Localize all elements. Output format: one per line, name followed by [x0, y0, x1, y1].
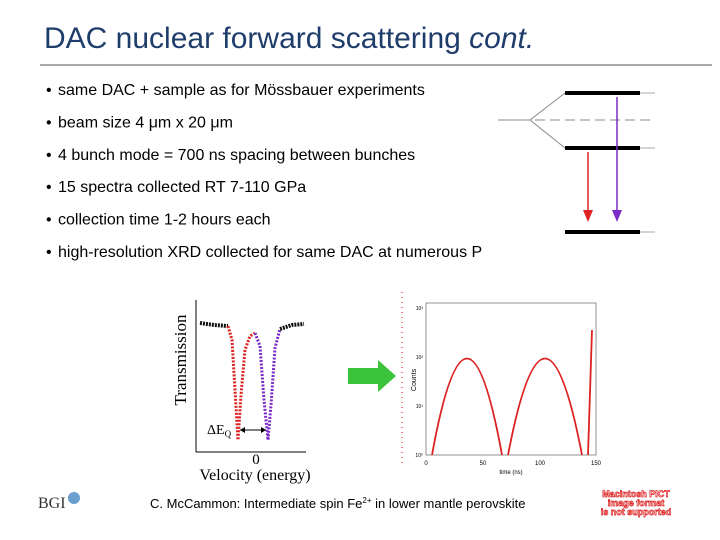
- bullet-symbol: •: [46, 212, 52, 229]
- pict-line: image format: [608, 498, 665, 508]
- y-tick-label: 10²: [416, 355, 424, 361]
- x-tick-label: 150: [591, 461, 602, 467]
- y-tick-label: 10⁰: [415, 453, 423, 459]
- citation-sup: 2+: [362, 496, 371, 505]
- split-line: [529, 92, 566, 121]
- bullet-symbol: •: [46, 114, 52, 131]
- splitting-label: ΔEQ: [207, 423, 232, 439]
- title-text: DAC nuclear forward scattering: [44, 22, 469, 55]
- bullet-list: • same DAC + sample as for Mössbauer expe…: [46, 82, 482, 261]
- title: DAC nuclear forward scattering cont.: [44, 22, 534, 55]
- arrow-head: [240, 427, 245, 433]
- nfs-plot: Counts time (ns) 0 50 100 150 10³ 10² 10¹ 10⁰: [401, 292, 602, 476]
- mossbauer-plot: ΔEQ Transmission 0 Velocity (energy): [171, 300, 311, 484]
- bullet-text: same DAC + sample as for Mössbauer exper…: [58, 82, 425, 99]
- x-tick-label: 0: [424, 461, 428, 467]
- spectrum: [199, 321, 229, 328]
- x-tick-label: 50: [480, 461, 487, 467]
- spectrum: [226, 325, 256, 441]
- bullet-text: beam size 4 μm x 20 μm: [58, 114, 233, 131]
- footer: BGI C. McCammon: Intermediate spin Fe2+ …: [38, 489, 672, 518]
- logo: BGI: [38, 495, 66, 512]
- nfs-spectrum: [431, 329, 593, 456]
- pict-line: is not supported: [601, 507, 672, 517]
- spectrum: [253, 328, 282, 441]
- arrow-head: [261, 427, 266, 433]
- spectrum: [279, 322, 305, 331]
- arrow-head: [583, 210, 593, 222]
- splitting-text: ΔE: [207, 423, 225, 438]
- y-tick-label: 10¹: [416, 404, 424, 410]
- citation: C. McCammon: Intermediate spin Fe2+ in l…: [150, 496, 525, 511]
- bullet-text: 15 spectra collected RT 7-110 GPa: [58, 179, 306, 196]
- bullet-text: high-resolution XRD collected for same D…: [58, 244, 482, 261]
- x-label: time (ns): [499, 470, 522, 476]
- bullet-symbol: •: [46, 147, 52, 164]
- x-label: Velocity (energy): [199, 467, 310, 484]
- split-line: [529, 119, 566, 149]
- logo-globe: [68, 492, 80, 504]
- bullet-symbol: •: [46, 82, 52, 99]
- y-tick-label: 10³: [416, 306, 424, 312]
- plot-frame: [425, 302, 597, 456]
- title-emphasis: cont.: [469, 22, 534, 55]
- zero-label: 0: [252, 452, 260, 468]
- splitting-sub: Q: [225, 429, 232, 439]
- y-label: Counts: [411, 368, 418, 391]
- bullet-symbol: •: [46, 179, 52, 196]
- green-arrow: [348, 360, 396, 392]
- citation-end: in lower mantle perovskite: [372, 496, 526, 511]
- x-tick-label: 100: [535, 461, 546, 467]
- y-label: Transmission: [171, 314, 190, 406]
- arrow-head: [612, 210, 622, 222]
- bullet-text: 4 bunch mode = 700 ns spacing between bu…: [58, 147, 415, 164]
- citation-text: C. McCammon: Intermediate spin Fe: [150, 496, 362, 511]
- bullet-symbol: •: [46, 244, 52, 261]
- bullet-text: collection time 1-2 hours each: [58, 212, 271, 229]
- pict-line: Macintosh PICT: [602, 489, 670, 499]
- energy-diagram: [498, 91, 655, 234]
